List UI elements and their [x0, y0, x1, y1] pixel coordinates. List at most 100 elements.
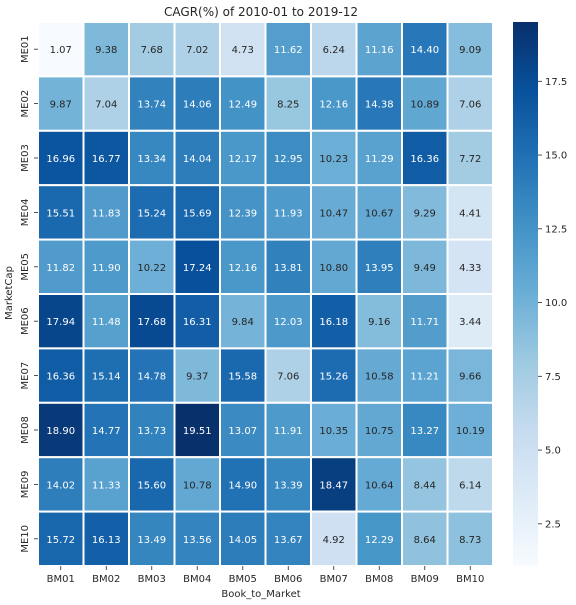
- cell-value-label: 12.16: [319, 100, 348, 111]
- cell-value-label: 6.24: [323, 45, 345, 56]
- heatmap-cell-me07-bm04: [173, 347, 221, 404]
- cell-value-label: 15.58: [228, 372, 257, 383]
- cell-value-label: 9.84: [232, 317, 254, 328]
- cell-value-label: 13.27: [410, 426, 439, 437]
- y-axis-label: MarketCap: [4, 266, 15, 320]
- heatmap-cell-me02-bm02: [82, 75, 130, 132]
- heatmap-cell-me05-bm08: [355, 238, 403, 296]
- heatmap-cell-me10-bm08: [355, 510, 403, 568]
- cell-value-label: 12.16: [228, 263, 257, 274]
- colorbar-tick-label: 2.5: [545, 519, 561, 530]
- heatmap-cell-me07-bm01: [37, 347, 85, 404]
- cell-value-label: 13.39: [274, 480, 303, 491]
- cell-value-label: 12.39: [228, 208, 257, 219]
- cell-value-label: 8.73: [459, 535, 481, 546]
- heatmap-cell-me08-bm04: [173, 401, 221, 459]
- heatmap-cell-me10-bm09: [401, 510, 449, 568]
- x-tick-label: BM09: [411, 574, 439, 585]
- cell-value-label: 14.02: [46, 480, 75, 491]
- cell-value-label: 4.33: [459, 263, 481, 274]
- x-tick-label: BM07: [320, 574, 348, 585]
- colorbar: [513, 22, 538, 566]
- cell-value-label: 15.72: [46, 535, 75, 546]
- heatmap-cell-me10-bm07: [310, 510, 358, 568]
- heatmap-cell-me07-bm10: [446, 347, 494, 404]
- cell-value-label: 7.68: [141, 45, 163, 56]
- cell-value-label: 16.77: [92, 154, 121, 165]
- heatmap-cell-me06-bm03: [128, 293, 176, 350]
- cell-value-label: 7.02: [186, 45, 208, 56]
- y-tick-label: ME08: [20, 416, 31, 444]
- cell-value-label: 9.49: [414, 263, 436, 274]
- heatmap-cell-me03-bm03: [128, 129, 176, 187]
- heatmap-cell-me08-bm09: [401, 401, 449, 459]
- cell-value-label: 9.09: [459, 45, 481, 56]
- heatmap-cell-me08-bm02: [82, 401, 130, 459]
- x-tick-label: BM08: [365, 574, 393, 585]
- colorbar-tick-label: 7.5: [545, 372, 561, 383]
- heatmap-cell-me01-bm10: [446, 21, 494, 78]
- cell-value-label: 10.78: [183, 480, 212, 491]
- cell-value-label: 11.71: [410, 317, 439, 328]
- cell-value-label: 9.87: [50, 100, 72, 111]
- cell-value-label: 17.68: [137, 317, 166, 328]
- cell-value-label: 4.41: [459, 208, 481, 219]
- cell-value-label: 14.40: [410, 45, 439, 56]
- cell-value-label: 13.81: [274, 263, 303, 274]
- cell-value-label: 10.22: [137, 263, 166, 274]
- heatmap-cell-me01-bm08: [355, 21, 403, 78]
- heatmap-cell-me04-bm01: [37, 184, 85, 241]
- colorbar-ticks: 2.5 5.0 7.5 10.0 12.5 15.0 17.5: [538, 77, 567, 530]
- cell-value-label: 14.90: [228, 480, 257, 491]
- cell-value-label: 15.69: [183, 208, 212, 219]
- cell-value-label: 16.96: [46, 154, 75, 165]
- cell-value-label: 16.18: [319, 317, 348, 328]
- heatmap-cell-me09-bm02: [82, 456, 130, 513]
- cell-value-label: 11.93: [274, 208, 303, 219]
- y-tick-label: ME09: [20, 471, 31, 499]
- y-tick-label: ME04: [20, 199, 31, 227]
- cell-value-label: 14.78: [137, 372, 166, 383]
- chart-title: CAGR(%) of 2010-01 to 2019-12: [164, 5, 358, 19]
- cell-value-label: 11.48: [92, 317, 121, 328]
- cell-value-label: 8.25: [277, 100, 299, 111]
- cell-value-label: 6.14: [459, 480, 481, 491]
- cell-value-label: 14.38: [365, 100, 394, 111]
- cell-value-label: 17.94: [46, 317, 75, 328]
- cell-value-label: 15.24: [137, 208, 166, 219]
- cell-value-label: 11.91: [274, 426, 303, 437]
- cell-value-label: 11.29: [365, 154, 394, 165]
- cell-value-label: 7.72: [459, 154, 481, 165]
- cell-value-label: 16.36: [46, 372, 75, 383]
- cell-value-label: 10.58: [365, 372, 394, 383]
- cell-value-label: 10.23: [319, 154, 348, 165]
- cell-value-label: 10.89: [410, 100, 439, 111]
- heatmap-cell-me06-bm09: [401, 293, 449, 350]
- cell-value-label: 12.17: [228, 154, 257, 165]
- cell-value-label: 9.37: [186, 372, 208, 383]
- cell-value-label: 9.66: [459, 372, 481, 383]
- heatmap-cell-me08-bm10: [446, 401, 494, 459]
- cell-value-label: 10.75: [365, 426, 394, 437]
- cell-value-label: 18.47: [319, 480, 348, 491]
- cell-value-label: 12.95: [274, 154, 303, 165]
- heatmap-cell-me09-bm09: [401, 456, 449, 513]
- cell-value-label: 8.64: [414, 535, 436, 546]
- heatmap-cell-me10-bm01: [37, 510, 85, 568]
- heatmap-cell-me10-bm05: [219, 510, 267, 568]
- cell-value-label: 15.51: [46, 208, 75, 219]
- cell-value-label: 19.51: [183, 426, 212, 437]
- y-axis-ticks: ME01 ME02 ME03 ME04 ME05 ME06 ME07 ME08 ME09 ME10: [20, 35, 38, 553]
- cell-value-label: 14.06: [183, 100, 212, 111]
- heatmap-cell-me06-bm01: [37, 293, 85, 350]
- cell-value-label: 3.44: [459, 317, 481, 328]
- cell-value-label: 9.16: [368, 317, 390, 328]
- cell-value-label: 7.06: [459, 100, 481, 111]
- y-tick-label: ME01: [20, 35, 31, 63]
- heatmap-cell-me03-bm07: [310, 129, 358, 187]
- x-tick-label: BM03: [138, 574, 166, 585]
- cell-value-label: 13.07: [228, 426, 257, 437]
- cell-value-label: 15.26: [319, 372, 348, 383]
- cell-value-label: 10.64: [365, 480, 394, 491]
